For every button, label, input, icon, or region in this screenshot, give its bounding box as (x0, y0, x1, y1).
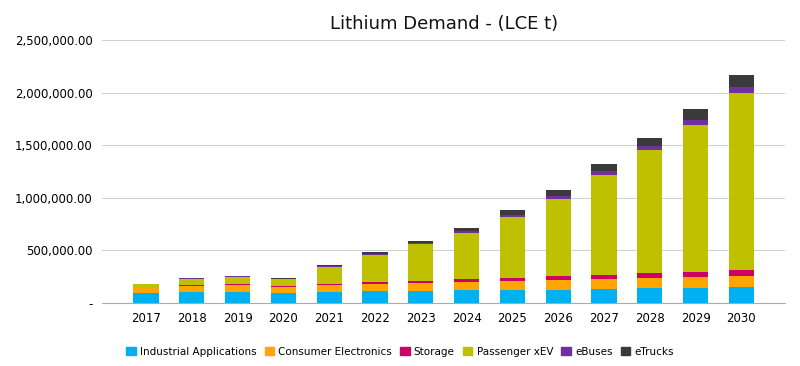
Bar (729, 276, 754, 287)
Bar (454, 228, 479, 231)
Bar (179, 278, 205, 279)
Bar (454, 282, 479, 290)
Bar (271, 286, 296, 287)
Bar (134, 284, 158, 288)
Title: Lithium Demand - (LCE t): Lithium Demand - (LCE t) (330, 15, 558, 33)
Bar (683, 120, 708, 125)
Bar (638, 273, 662, 278)
Bar (454, 231, 479, 233)
Bar (362, 253, 388, 254)
Bar (500, 214, 525, 217)
Bar (500, 217, 525, 278)
Bar (225, 284, 250, 285)
Bar (638, 288, 662, 303)
Bar (683, 272, 708, 277)
Bar (408, 241, 434, 243)
Bar (729, 270, 754, 276)
Bar (683, 125, 708, 272)
Bar (317, 292, 342, 303)
Bar (362, 255, 388, 282)
Bar (179, 285, 205, 286)
Bar (362, 291, 388, 303)
Bar (408, 291, 434, 303)
Bar (500, 281, 525, 290)
Bar (591, 171, 617, 175)
Bar (271, 293, 296, 303)
Bar (591, 164, 617, 171)
Bar (683, 288, 708, 303)
Bar (454, 290, 479, 303)
Bar (317, 285, 342, 292)
Bar (729, 87, 754, 93)
Bar (500, 290, 525, 303)
Bar (362, 254, 388, 255)
Bar (225, 276, 250, 277)
Bar (638, 278, 662, 288)
Bar (408, 283, 434, 291)
Bar (225, 277, 250, 284)
Bar (134, 293, 158, 303)
Bar (683, 109, 708, 120)
Bar (134, 288, 158, 293)
Bar (638, 146, 662, 150)
Bar (591, 289, 617, 303)
Bar (729, 93, 754, 270)
Bar (546, 290, 571, 303)
Bar (591, 275, 617, 279)
Bar (500, 210, 525, 214)
Bar (408, 243, 434, 244)
Bar (317, 265, 342, 266)
Bar (638, 138, 662, 146)
Bar (362, 282, 388, 284)
Bar (546, 280, 571, 290)
Bar (546, 199, 571, 276)
Bar (179, 292, 205, 303)
Bar (638, 150, 662, 273)
Bar (500, 278, 525, 281)
Bar (179, 286, 205, 292)
Bar (454, 279, 479, 282)
Bar (179, 279, 205, 285)
Bar (454, 233, 479, 279)
Bar (317, 267, 342, 284)
Bar (729, 75, 754, 87)
Bar (546, 190, 571, 195)
Bar (271, 280, 296, 286)
Bar (683, 277, 708, 288)
Bar (317, 284, 342, 285)
Bar (271, 279, 296, 280)
Bar (591, 175, 617, 275)
Bar (591, 279, 617, 289)
Bar (408, 281, 434, 283)
Bar (317, 266, 342, 267)
Bar (271, 287, 296, 293)
Bar (362, 284, 388, 291)
Bar (225, 292, 250, 303)
Bar (546, 195, 571, 199)
Bar (408, 244, 434, 281)
Bar (546, 276, 571, 280)
Bar (729, 287, 754, 303)
Bar (225, 285, 250, 292)
Legend: Industrial Applications, Consumer Electronics, Storage, Passenger xEV, eBuses, e: Industrial Applications, Consumer Electr… (122, 343, 678, 361)
